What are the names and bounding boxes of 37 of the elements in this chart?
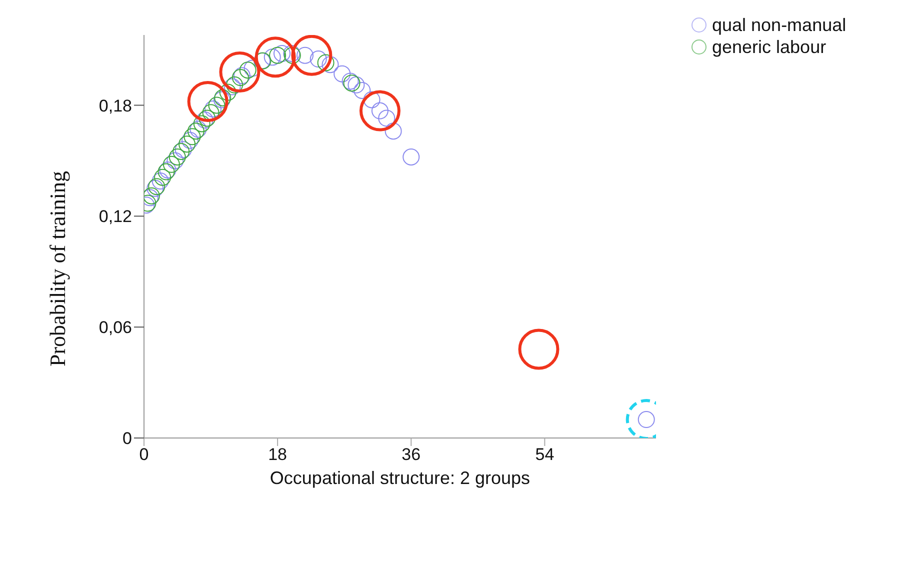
point: [166, 152, 184, 170]
point: [402, 148, 420, 166]
y-tick-label: 0,06: [98, 318, 132, 338]
x-axis-title: Occupational structure: 2 groups: [270, 468, 530, 488]
y-tick-label: 0: [122, 429, 132, 448]
point: [178, 136, 196, 153]
point: [193, 115, 210, 132]
legend-label: generic labour: [712, 36, 826, 58]
y-tick-label: 0,18: [98, 96, 132, 116]
point: [354, 82, 371, 99]
point: [384, 122, 402, 140]
point: [182, 132, 199, 149]
point: [219, 51, 260, 92]
x-tick-label: 36: [402, 445, 421, 464]
x-tick-label: 18: [268, 445, 288, 464]
point: [154, 168, 172, 186]
point: [348, 76, 365, 94]
x-tick-label: 54: [535, 445, 554, 464]
point: [317, 54, 334, 72]
point: [187, 81, 228, 122]
point: [363, 91, 380, 108]
point: [322, 56, 339, 74]
point: [359, 90, 400, 132]
point: [334, 65, 351, 82]
y-axis-title: Probability of training: [44, 170, 70, 366]
point: [518, 328, 560, 370]
point: [162, 156, 180, 173]
point: [219, 84, 236, 101]
point: [291, 35, 332, 76]
point: [184, 128, 201, 146]
point: [168, 148, 186, 166]
legend-label: qual non-manual: [712, 14, 846, 36]
y-tick-label: 0,12: [98, 207, 132, 226]
point: [254, 36, 296, 78]
point: [152, 172, 169, 190]
point: [208, 96, 226, 114]
x-tick-label: 0: [139, 445, 149, 464]
